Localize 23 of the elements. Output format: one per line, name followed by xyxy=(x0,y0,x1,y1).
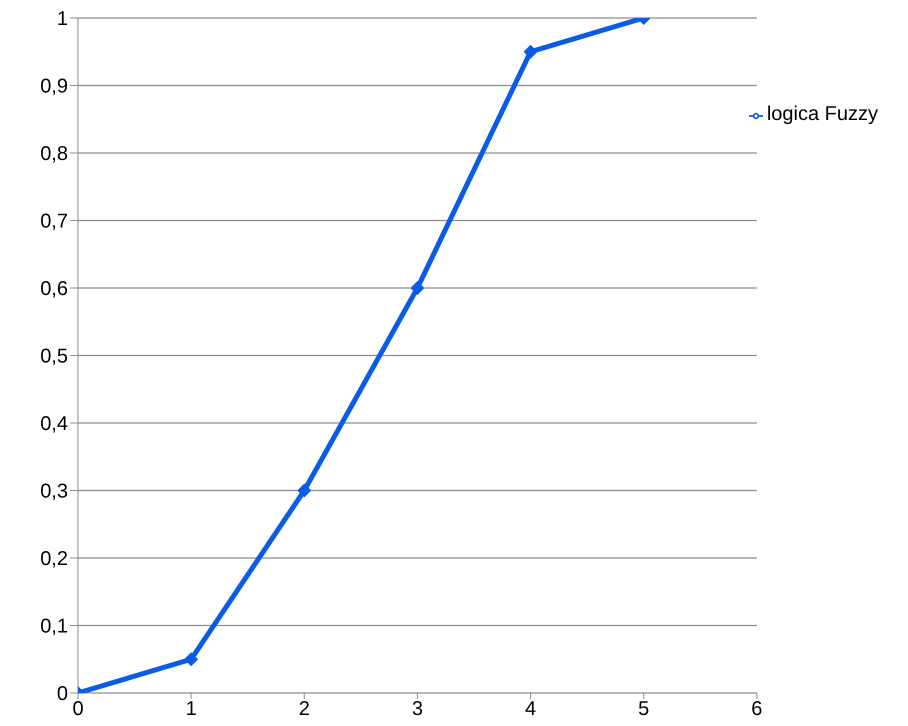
y-tick-label: 0,7 xyxy=(40,210,68,233)
legend-label: logica Fuzzy xyxy=(766,103,878,125)
y-tick-label: 0,5 xyxy=(40,346,68,368)
y-tick-label: 0,1 xyxy=(40,616,68,638)
y-tick-label: 0,4 xyxy=(40,413,68,436)
y-tick-label: 0,8 xyxy=(40,143,68,166)
y-tick-label: 0,3 xyxy=(40,480,68,503)
y-tick-label: 0,6 xyxy=(40,278,68,300)
x-tick-label: 4 xyxy=(525,698,536,720)
point xyxy=(524,44,538,59)
y-tick-label: 1 xyxy=(56,8,68,30)
x-tick-label: 5 xyxy=(638,698,650,720)
y-tick-label: 0,9 xyxy=(40,76,68,98)
y-tick-label: 0,2 xyxy=(40,548,68,570)
point xyxy=(297,484,312,498)
x-tick-label: 0 xyxy=(72,698,84,720)
x-tick-label: 2 xyxy=(298,698,310,720)
y-tick-label: 0 xyxy=(56,683,68,706)
point xyxy=(184,652,198,666)
point xyxy=(410,281,424,295)
x-tick-label: 1 xyxy=(186,698,197,720)
x-tick-label: 6 xyxy=(751,698,762,720)
x-tick-label: 3 xyxy=(412,698,423,720)
